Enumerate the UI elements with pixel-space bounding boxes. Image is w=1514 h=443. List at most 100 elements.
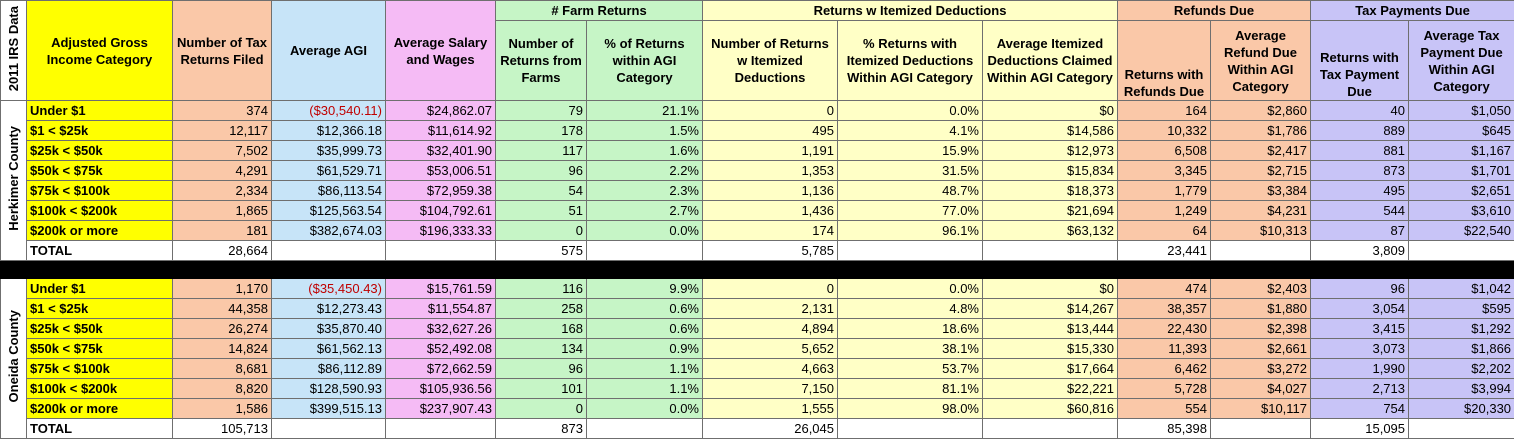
- salary-wages-cell: $237,907.43: [385, 398, 496, 419]
- returns-filed-cell: 1,865: [172, 200, 272, 221]
- refund-avg-cell: $2,661: [1209, 338, 1312, 359]
- salary-wages-total-cell: [385, 240, 496, 261]
- itemized-returns-cell: 495: [702, 120, 838, 141]
- refund-returns-cell: 64: [1117, 220, 1211, 241]
- farm-pct-cell: 2.7%: [586, 200, 703, 221]
- salary-wages-cell: $105,936.56: [385, 378, 496, 399]
- header-returns-filed: Number of Tax Returns Filed: [172, 0, 272, 101]
- itemized-avg-cell: $14,586: [982, 120, 1118, 141]
- returns-filed-cell: 1,170: [172, 278, 272, 299]
- group-header-row: 2011 IRS Data Adjusted Gross Income Cate…: [0, 0, 1514, 101]
- county-label-cell: Herkimer County: [0, 100, 27, 261]
- returns-filed-total-cell: 105,713: [172, 418, 272, 439]
- taxpay-avg-cell: $3,610: [1408, 200, 1514, 221]
- itemized-returns-cell: 0: [702, 278, 838, 299]
- taxpay-returns-cell: 3,054: [1310, 298, 1410, 319]
- itemized-returns-cell: 1,136: [702, 180, 838, 201]
- column-header-row: Number of Returns from Farms % of Return…: [1, 20, 1514, 101]
- salary-wages-cell: $196,333.33: [385, 220, 496, 241]
- average-agi-cell: ($30,540.11): [271, 100, 386, 121]
- itemized-pct-cell: 81.1%: [837, 378, 983, 399]
- refund-returns-cell: 554: [1117, 398, 1211, 419]
- farm-returns-total-cell: 575: [495, 240, 587, 261]
- average-agi-total-cell: [271, 240, 386, 261]
- itemized-pct-cell: 18.6%: [837, 318, 983, 339]
- table-row: $25k < $50k 7,502 $35,999.73 $32,401.90 117 1…: [1, 140, 1514, 161]
- returns-filed-cell: 181: [172, 220, 272, 241]
- county-label-cell: Oneida County: [0, 278, 27, 439]
- farm-returns-cell: 168: [495, 318, 587, 339]
- county-label: Herkimer County: [6, 126, 21, 231]
- returns-filed-cell: 8,681: [172, 358, 272, 379]
- header-taxpay-returns: Returns with Tax Payment Due: [1310, 20, 1410, 101]
- taxpay-returns-total-cell: 15,095: [1310, 418, 1410, 439]
- salary-wages-cell: $32,401.90: [385, 140, 496, 161]
- taxpay-avg-cell: $1,050: [1408, 100, 1514, 121]
- itemized-returns-cell: 2,131: [702, 298, 838, 319]
- taxpay-returns-cell: 544: [1310, 200, 1410, 221]
- itemized-pct-cell: 0.0%: [837, 100, 983, 121]
- agi-category-cell: $1 < $25k: [26, 298, 173, 319]
- group-refunds: Refunds Due: [1116, 0, 1312, 21]
- refund-avg-cell: $2,715: [1209, 160, 1312, 181]
- refund-avg-cell: $3,384: [1209, 180, 1312, 201]
- taxpay-avg-cell: $3,994: [1408, 378, 1514, 399]
- agi-category-cell: $50k < $75k: [26, 160, 173, 181]
- itemized-avg-cell: $22,221: [982, 378, 1118, 399]
- agi-category-cell: $200k or more: [26, 398, 173, 419]
- farm-returns-cell: 116: [495, 278, 587, 299]
- table-row: $1 < $25k 12,117 $12,366.18 $11,614.92 178 1.…: [1, 120, 1514, 141]
- farm-returns-cell: 51: [495, 200, 587, 221]
- returns-filed-cell: 4,291: [172, 160, 272, 181]
- returns-filed-cell: 2,334: [172, 180, 272, 201]
- agi-category-cell: Under $1: [26, 278, 173, 299]
- refund-returns-cell: 1,779: [1117, 180, 1211, 201]
- refund-returns-cell: 38,357: [1117, 298, 1211, 319]
- itemized-returns-cell: 1,353: [702, 160, 838, 181]
- itemized-pct-total-cell: [837, 240, 983, 261]
- taxpay-returns-cell: 754: [1310, 398, 1410, 419]
- itemized-pct-cell: 53.7%: [837, 358, 983, 379]
- agi-category-total-cell: TOTAL: [26, 418, 173, 439]
- agi-category-cell: $75k < $100k: [26, 358, 173, 379]
- itemized-avg-cell: $21,694: [982, 200, 1118, 221]
- refund-avg-cell: $2,417: [1209, 140, 1312, 161]
- taxpay-avg-cell: $20,330: [1408, 398, 1514, 419]
- table-row: $200k or more 181 $382,674.03 $196,333.33 0 0…: [1, 220, 1514, 241]
- salary-wages-cell: $15,761.59: [385, 278, 496, 299]
- agi-category-cell: $50k < $75k: [26, 338, 173, 359]
- average-agi-cell: $61,529.71: [271, 160, 386, 181]
- refund-avg-cell: $1,880: [1209, 298, 1312, 319]
- itemized-pct-cell: 77.0%: [837, 200, 983, 221]
- header-farm-returns: Number of Returns from Farms: [495, 20, 587, 101]
- refund-returns-cell: 11,393: [1117, 338, 1211, 359]
- itemized-returns-cell: 4,894: [702, 318, 838, 339]
- itemized-avg-cell: $0: [982, 100, 1118, 121]
- farm-returns-cell: 134: [495, 338, 587, 359]
- average-agi-cell: $86,113.54: [271, 180, 386, 201]
- itemized-returns-cell: 0: [702, 100, 838, 121]
- refund-avg-cell: $2,398: [1209, 318, 1312, 339]
- table-row: $50k < $75k 4,291 $61,529.71 $53,006.51 96 2.…: [1, 160, 1514, 181]
- refund-avg-cell: $4,231: [1209, 200, 1312, 221]
- average-agi-total-cell: [271, 418, 386, 439]
- refund-returns-total-cell: 23,441: [1117, 240, 1211, 261]
- farm-returns-cell: 96: [495, 358, 587, 379]
- itemized-returns-cell: 5,652: [702, 338, 838, 359]
- itemized-pct-cell: 15.9%: [837, 140, 983, 161]
- header-itemized-pct: % Returns with Itemized Deductions Withi…: [837, 20, 983, 101]
- itemized-avg-cell: $13,444: [982, 318, 1118, 339]
- title-cell: 2011 IRS Data: [0, 0, 27, 101]
- group-itemized: Returns w Itemized Deductions: [702, 0, 1118, 21]
- itemized-avg-cell: $17,664: [982, 358, 1118, 379]
- farm-pct-cell: 0.0%: [586, 220, 703, 241]
- salary-wages-cell: $11,554.87: [385, 298, 496, 319]
- table-row: $75k < $100k 2,334 $86,113.54 $72,959.38 54 2…: [1, 180, 1514, 201]
- agi-category-cell: $25k < $50k: [26, 140, 173, 161]
- returns-filed-cell: 374: [172, 100, 272, 121]
- itemized-pct-cell: 48.7%: [837, 180, 983, 201]
- itemized-returns-cell: 7,150: [702, 378, 838, 399]
- table-row: $1 < $25k 44,358 $12,273.43 $11,554.87 258 0.…: [1, 298, 1514, 319]
- farm-pct-cell: 1.5%: [586, 120, 703, 141]
- returns-filed-cell: 44,358: [172, 298, 272, 319]
